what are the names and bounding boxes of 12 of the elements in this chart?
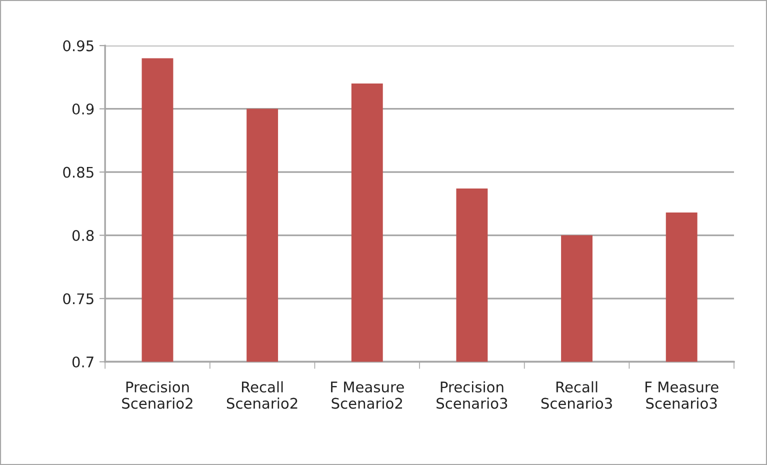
x-tick-label: F Measure Scenario2: [331, 382, 404, 409]
y-tick-label: 0.8: [72, 230, 94, 242]
y-tick-label: 0.9: [72, 104, 94, 115]
x-tick-label: Precision Scenario3: [436, 381, 508, 409]
y-tick-label: 0.95: [63, 40, 94, 52]
y-tick-label: 0.7: [72, 356, 94, 368]
x-tick-label: Precision Scenario2: [122, 381, 192, 409]
x-tick-label: F Measure Scenario3: [646, 382, 718, 409]
y-tick-label: 0.85: [63, 166, 94, 178]
x-tick-label: Recall Scenario2: [226, 381, 298, 409]
y-tick-label: 0.75: [63, 293, 94, 304]
x-tick-label: Recall Scenario3: [541, 381, 612, 409]
